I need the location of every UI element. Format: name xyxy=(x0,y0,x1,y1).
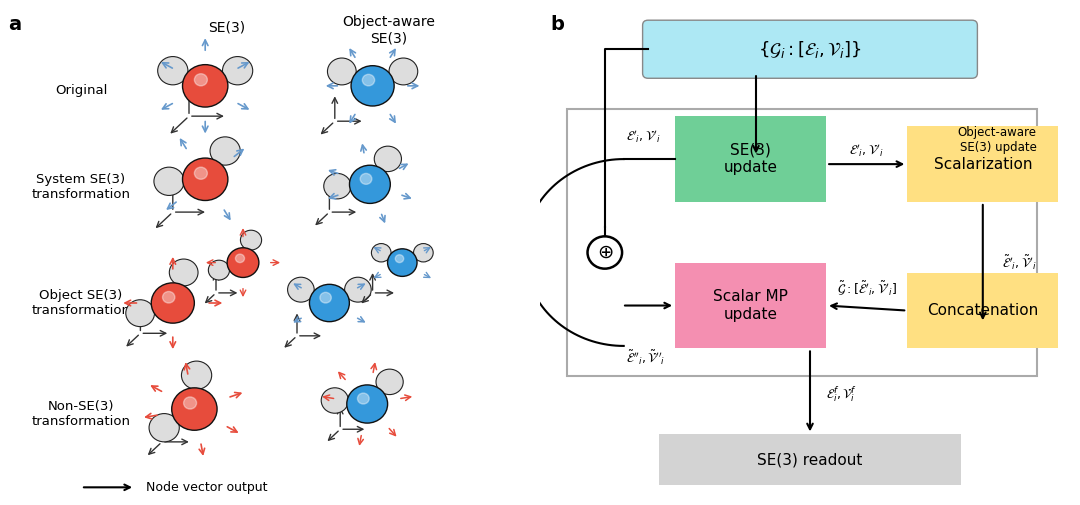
Circle shape xyxy=(310,284,349,322)
Circle shape xyxy=(324,173,351,199)
Text: Concatenation: Concatenation xyxy=(927,303,1039,318)
Circle shape xyxy=(375,146,402,172)
FancyBboxPatch shape xyxy=(675,116,826,202)
Circle shape xyxy=(241,230,261,250)
Circle shape xyxy=(345,277,372,302)
Circle shape xyxy=(395,255,404,263)
Circle shape xyxy=(320,292,332,303)
Circle shape xyxy=(172,388,217,430)
FancyBboxPatch shape xyxy=(643,20,977,78)
Circle shape xyxy=(208,260,230,280)
Text: $\mathcal{E}'_i, \mathcal{V}'_i$: $\mathcal{E}'_i, \mathcal{V}'_i$ xyxy=(850,142,883,159)
Text: System SE(3)
transformation: System SE(3) transformation xyxy=(31,173,131,201)
Text: SE(3)
update: SE(3) update xyxy=(724,143,778,175)
Circle shape xyxy=(184,397,197,409)
Circle shape xyxy=(376,369,403,394)
Text: $\mathcal{E}'_i, \mathcal{V}'_i$: $\mathcal{E}'_i, \mathcal{V}'_i$ xyxy=(626,128,661,144)
Text: Scalar MP
update: Scalar MP update xyxy=(713,289,788,322)
Text: a: a xyxy=(9,15,22,34)
Circle shape xyxy=(158,57,188,85)
Circle shape xyxy=(210,137,240,165)
Circle shape xyxy=(363,74,375,86)
Circle shape xyxy=(389,58,418,85)
FancyBboxPatch shape xyxy=(675,263,826,348)
Circle shape xyxy=(235,254,244,263)
Text: SE(3) readout: SE(3) readout xyxy=(757,452,863,467)
Circle shape xyxy=(222,57,253,85)
Text: SE(3): SE(3) xyxy=(208,20,245,34)
Circle shape xyxy=(183,158,228,200)
Circle shape xyxy=(154,167,185,195)
Circle shape xyxy=(321,388,349,413)
Circle shape xyxy=(125,300,154,327)
Circle shape xyxy=(162,291,175,303)
Circle shape xyxy=(361,173,372,184)
Circle shape xyxy=(194,74,207,86)
Circle shape xyxy=(227,248,259,277)
Text: b: b xyxy=(551,15,565,34)
Text: $\oplus$: $\oplus$ xyxy=(596,243,613,262)
Circle shape xyxy=(372,243,391,262)
Circle shape xyxy=(388,249,417,276)
Circle shape xyxy=(183,65,228,107)
FancyBboxPatch shape xyxy=(907,273,1058,348)
Text: Non-SE(3)
transformation: Non-SE(3) transformation xyxy=(31,400,131,428)
Text: $\{\mathcal{G}_i : [\mathcal{E}_i, \mathcal{V}_i]\}$: $\{\mathcal{G}_i : [\mathcal{E}_i, \math… xyxy=(758,39,862,60)
Text: Object-aware
SE(3): Object-aware SE(3) xyxy=(342,15,435,45)
Circle shape xyxy=(149,414,179,442)
Circle shape xyxy=(151,283,194,323)
Circle shape xyxy=(414,243,433,262)
Text: Scalarization: Scalarization xyxy=(933,157,1032,172)
Text: $\tilde{\mathcal{E}}'_i, \tilde{\mathcal{V}}'_i$: $\tilde{\mathcal{E}}'_i, \tilde{\mathcal… xyxy=(1002,254,1036,272)
Text: Object-aware
SE(3) update: Object-aware SE(3) update xyxy=(958,126,1037,154)
Text: $\tilde{\mathcal{E}}''_i, \tilde{\mathcal{V}}''_i$: $\tilde{\mathcal{E}}''_i, \tilde{\mathca… xyxy=(626,348,665,367)
Text: Object SE(3)
transformation: Object SE(3) transformation xyxy=(31,289,131,317)
Circle shape xyxy=(351,66,394,106)
Text: $\mathcal{E}^f_i, \mathcal{V}^f_i$: $\mathcal{E}^f_i, \mathcal{V}^f_i$ xyxy=(826,384,858,403)
Circle shape xyxy=(194,167,207,179)
Circle shape xyxy=(357,393,369,404)
Circle shape xyxy=(347,385,388,423)
FancyBboxPatch shape xyxy=(659,434,961,485)
Circle shape xyxy=(327,58,356,85)
Text: Node vector output: Node vector output xyxy=(146,481,268,494)
Text: Original: Original xyxy=(55,84,107,97)
Text: $\tilde{\mathcal{G}} : [\tilde{\mathcal{E}}'_i, \tilde{\mathcal{V}}'_i]$: $\tilde{\mathcal{G}} : [\tilde{\mathcal{… xyxy=(837,279,896,298)
Circle shape xyxy=(287,277,314,302)
Circle shape xyxy=(170,259,198,286)
FancyBboxPatch shape xyxy=(907,126,1058,202)
Circle shape xyxy=(350,165,390,204)
Circle shape xyxy=(181,361,212,389)
